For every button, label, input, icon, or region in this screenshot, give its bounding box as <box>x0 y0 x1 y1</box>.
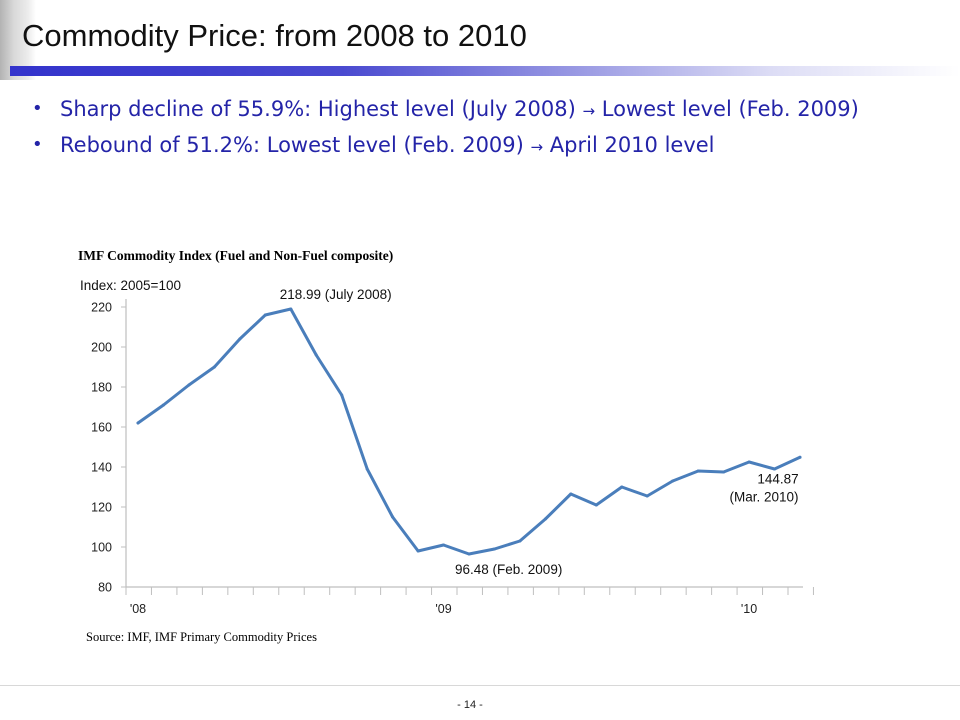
right-arrow-icon: → <box>582 102 596 120</box>
data-point <box>569 492 573 496</box>
data-point <box>518 539 522 543</box>
data-point <box>136 421 140 425</box>
bullet-text-part: Rebound of 51.2%: Lowest level (Feb. 200… <box>60 133 531 157</box>
title-underline-bar <box>10 66 960 76</box>
data-point <box>747 460 751 464</box>
bullet-text-part: Lowest level (Feb. 2009) <box>595 97 859 121</box>
page-number: - 14 - <box>457 699 483 711</box>
data-point <box>289 307 293 311</box>
data-point <box>467 552 471 556</box>
data-point <box>161 403 165 407</box>
y-tick-label: 120 <box>91 501 112 515</box>
y-tick-label: 80 <box>98 581 112 595</box>
chart-labels: 80 100 120 140 160 180 200 220 '08 '09 '10 Index: 2… <box>80 278 799 616</box>
data-point <box>187 383 191 387</box>
footer-divider <box>0 685 960 686</box>
data-point <box>543 517 547 521</box>
x-tick-label: '10 <box>741 602 757 616</box>
y-tick-label: 200 <box>91 341 112 355</box>
y-tick-label: 160 <box>91 421 112 435</box>
data-point <box>238 337 242 341</box>
trough-annotation: 96.48 (Feb. 2009) <box>455 562 562 577</box>
y-tick-label: 220 <box>91 301 112 315</box>
y-tick-label: 140 <box>91 461 112 475</box>
data-point <box>594 503 598 507</box>
x-tick-label: '09 <box>435 602 451 616</box>
data-point <box>492 547 496 551</box>
data-point <box>798 455 802 459</box>
bullet-text-part: Sharp decline of 55.9%: Highest level (J… <box>60 97 583 121</box>
data-point <box>671 479 675 483</box>
series-line <box>136 307 802 556</box>
slide-title: Commodity Price: from 2008 to 2010 <box>22 18 527 53</box>
latest-annotation-date: (Mar. 2010) <box>729 489 798 504</box>
bullet-item: • Sharp decline of 55.9%: Highest level … <box>28 92 859 128</box>
latest-annotation-value: 144.87 <box>757 471 798 486</box>
bullet-item: • Rebound of 51.2%: Lowest level (Feb. 2… <box>28 128 859 164</box>
data-point <box>696 469 700 473</box>
y-tick-label: 100 <box>91 541 112 555</box>
y-tick-label: 180 <box>91 381 112 395</box>
bullet-dot-icon: • <box>32 98 43 119</box>
bullet-dot-icon: • <box>32 134 43 155</box>
data-point <box>263 313 267 317</box>
data-point <box>212 365 216 369</box>
data-point <box>773 467 777 471</box>
bullet-text-part: April 2010 level <box>543 133 715 157</box>
peak-annotation: 218.99 (July 2008) <box>280 287 392 302</box>
chart-axes <box>121 299 814 595</box>
data-point <box>365 467 369 471</box>
data-point <box>416 549 420 553</box>
axis-unit-label: Index: 2005=100 <box>80 278 181 293</box>
x-tick-label: '08 <box>130 602 146 616</box>
data-point <box>314 353 318 357</box>
data-point <box>645 494 649 498</box>
chart-series-layer <box>136 307 802 556</box>
right-arrow-icon: → <box>530 138 544 156</box>
data-point <box>722 470 726 474</box>
bullet-list: • Sharp decline of 55.9%: Highest level … <box>28 92 859 164</box>
data-point <box>391 515 395 519</box>
source-note: Source: IMF, IMF Primary Commodity Price… <box>86 630 317 644</box>
data-point <box>340 393 344 397</box>
data-point <box>620 485 624 489</box>
data-point <box>442 543 446 547</box>
title-band: Commodity Price: from 2008 to 2010 <box>0 0 960 80</box>
chart-caption: IMF Commodity Index (Fuel and Non-Fuel c… <box>78 248 394 263</box>
